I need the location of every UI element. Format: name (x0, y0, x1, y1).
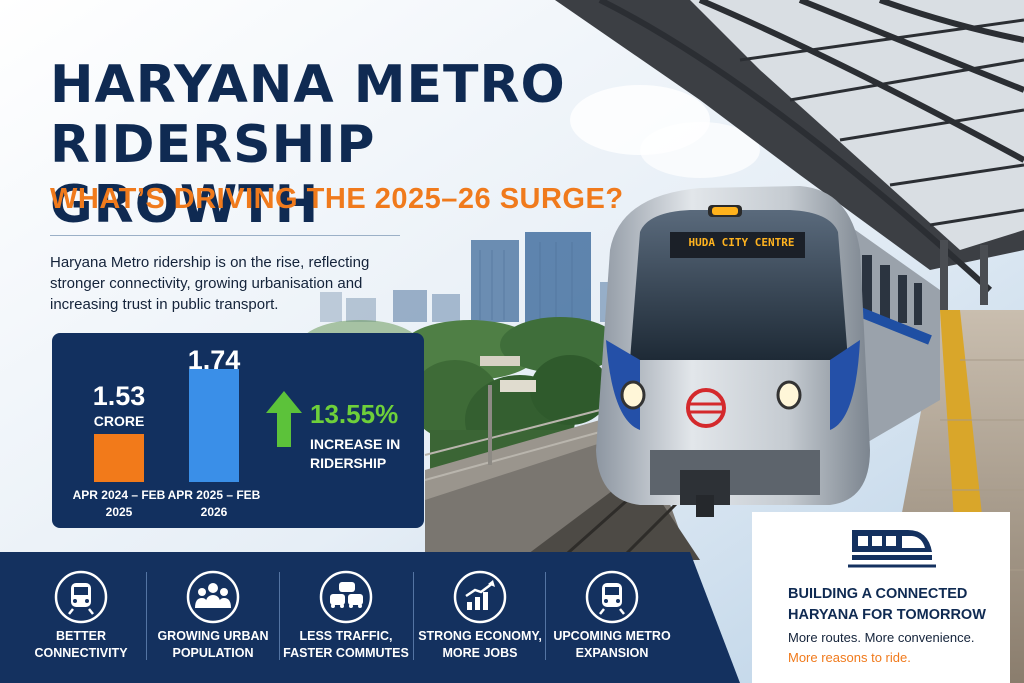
connected-haryana-card: BUILDING A CONNECTED HARYANA FOR TOMORRO… (752, 512, 1010, 683)
driver-metro-expansion: UPCOMING METRO EXPANSION (545, 560, 679, 680)
ridership-bar-2025 (189, 369, 239, 482)
intro-paragraph: Haryana Metro ridership is on the rise, … (50, 254, 370, 313)
ridership-stats-panel: 1.53 CRORE APR 2024 – FEB 2025 1.74 CROR… (52, 333, 424, 528)
driver-urban-population: GROWING URBAN POPULATION (146, 560, 280, 680)
drivers-band (0, 552, 740, 683)
increase-percentage: 13.55% (310, 399, 399, 429)
divider (50, 235, 400, 236)
driver-label: STRONG ECONOMY, MORE JOBS (418, 629, 542, 660)
growth-chart-icon (453, 570, 507, 624)
metro-train (596, 186, 940, 517)
divider (413, 572, 414, 660)
driver-label: LESS TRAFFIC, FASTER COMMUTES (283, 629, 409, 660)
metro-train-side-icon (848, 530, 936, 568)
increase-label: INCREASE IN RIDERSHIP (310, 436, 401, 471)
people-group-icon (186, 570, 240, 624)
callout-title: BUILDING A CONNECTED HARYANA FOR TOMORRO… (788, 586, 986, 623)
station-canopy (555, 0, 1024, 310)
traffic-cars-icon (319, 570, 373, 624)
divider (146, 572, 147, 660)
period-label-2025: APR 2025 – FEB 2026 (167, 488, 261, 519)
driver-less-traffic: LESS TRAFFIC, FASTER COMMUTES (279, 560, 413, 680)
page-title-line2: RIDERSHIP GROWTH (50, 115, 376, 235)
callout-line2: More reasons to ride. (788, 650, 911, 665)
destination-sign: HUDA CITY CENTRE (688, 236, 795, 249)
divider (545, 572, 546, 660)
metro-train-icon (54, 570, 108, 624)
divider (279, 572, 280, 660)
period-label-2024: APR 2024 – FEB 2025 (72, 488, 166, 519)
driver-label: BETTER CONNECTIVITY (34, 629, 128, 660)
ridership-bar-2024 (94, 434, 144, 482)
metro-logo-icon (686, 388, 726, 428)
driver-label: GROWING URBAN POPULATION (157, 629, 269, 660)
ridership-value-2024: 1.53 (92, 381, 146, 411)
arrow-up-icon (266, 391, 302, 447)
page-title-line1: HARYANA METRO (50, 55, 566, 115)
metro-train-icon (585, 570, 639, 624)
driver-strong-economy: STRONG ECONOMY, MORE JOBS (413, 560, 547, 680)
driver-label: UPCOMING METRO EXPANSION (553, 629, 671, 660)
ridership-unit-2024: CRORE (93, 413, 145, 429)
driver-better-connectivity: BETTER CONNECTIVITY (14, 560, 148, 680)
callout-line1: More routes. More convenience. (788, 630, 975, 645)
page-subtitle: WHAT’S DRIVING THE 2025–26 SURGE? (50, 183, 624, 215)
